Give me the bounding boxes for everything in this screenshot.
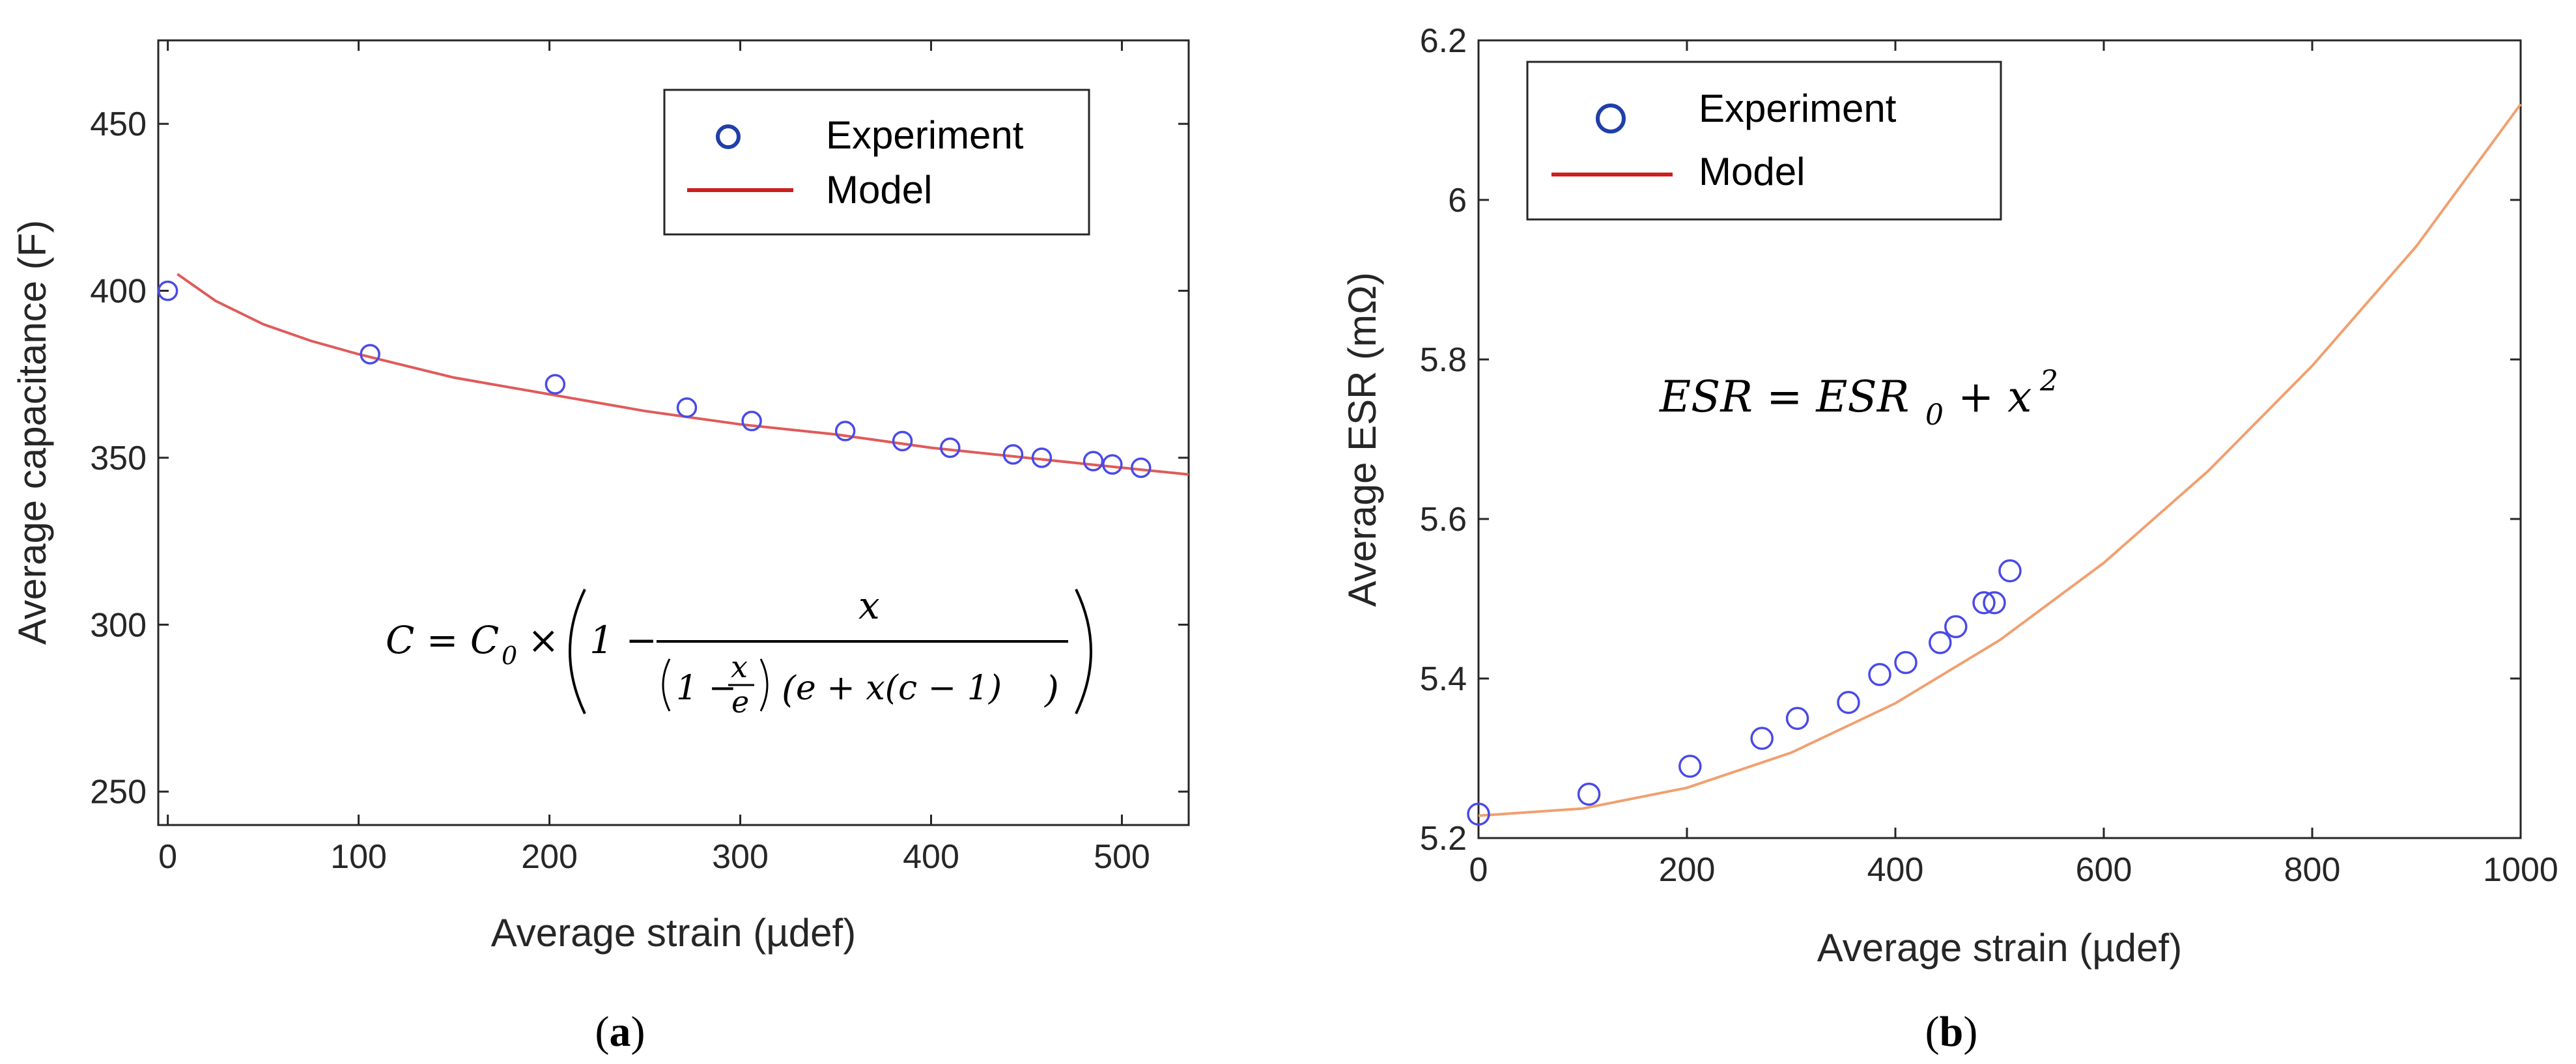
x-tick-label: 0	[158, 838, 177, 876]
x-tick-label: 0	[1469, 851, 1488, 889]
experiment-point	[1031, 447, 1053, 468]
y-tick-label: 6	[1448, 182, 1467, 219]
experiment-point	[1785, 707, 1809, 730]
eq-superscript: 2	[2039, 365, 2058, 398]
experiment-point	[834, 421, 856, 441]
experiment-point	[1467, 802, 1490, 826]
model-curve	[1478, 103, 2522, 817]
eq-lhs: C = C	[386, 618, 499, 662]
eq-right-paren	[1075, 589, 1092, 714]
panel-a-x-axis-label: Average strain (µdef)	[491, 911, 856, 955]
eq-rhs: + x	[1958, 372, 2032, 422]
experiment-point	[1998, 559, 2022, 583]
x-tick-label: 300	[712, 838, 769, 876]
eq-subscript: 0	[1925, 399, 1944, 432]
experiment-point	[1972, 591, 1996, 615]
eq-lhs: ESR = ESR	[1659, 372, 1909, 422]
legend-experiment-marker	[1596, 104, 1626, 133]
eq-left-paren	[569, 589, 586, 714]
experiment-point	[157, 280, 178, 301]
panel-b-legend: Experiment Model	[1526, 61, 2002, 221]
panel-a-equation: C = C 0 × 1 − x 1 − x e ( e + x(c − 1) )	[386, 583, 1092, 720]
y-tick-label: 5.2	[1420, 820, 1467, 858]
panel-b-chart: 0 200 400 600 800 1000 5.2 5.4 5.6 5.8 6 6.2 Experi…	[1340, 22, 2558, 1056]
panel-a-legend: Experiment Model	[663, 89, 1090, 236]
x-tick-label: 100	[330, 838, 387, 876]
eq-subscript: 0	[502, 641, 517, 670]
x-tick-label: 400	[1867, 851, 1924, 889]
eq-den-frac-num: x	[731, 649, 748, 684]
x-tick-label: 400	[903, 838, 959, 876]
eq-times: ×	[528, 618, 559, 662]
y-tick-label: 350	[90, 440, 147, 477]
y-tick-label: 250	[90, 774, 147, 811]
panel-a-axes: 0 100 200 300 400 500 250 300 350 400 450	[90, 40, 1189, 876]
eq-numerator: x	[858, 583, 880, 628]
experiment-point	[1102, 454, 1123, 475]
experiment-point	[545, 374, 566, 395]
panel-a-caption: (a)	[595, 1008, 645, 1056]
experiment-point	[1002, 444, 1024, 465]
panel-a-experiment-series	[157, 280, 1152, 479]
panel-a-model-series	[177, 273, 1189, 476]
legend-experiment-label: Experiment	[1699, 87, 1897, 130]
experiment-point	[676, 397, 698, 418]
experiment-point	[1868, 663, 1891, 686]
eq-one-minus: 1 −	[589, 618, 657, 662]
experiment-point	[1837, 691, 1860, 714]
experiment-point	[1131, 457, 1152, 479]
experiment-point	[1678, 755, 1702, 778]
experiment-point	[892, 430, 913, 452]
x-tick-label: 600	[2076, 851, 2132, 889]
x-tick-label: 500	[1094, 838, 1150, 876]
panel-a-y-axis-label: Average capacitance (F)	[10, 220, 54, 645]
y-tick-label: 450	[90, 105, 147, 143]
y-tick-label: 5.6	[1420, 501, 1467, 539]
panel-b-axes: 0 200 400 600 800 1000 5.2 5.4 5.6 5.8 6 6.2	[1420, 22, 2558, 889]
experiment-point	[1083, 451, 1104, 471]
panel-b-y-axis-label: Average ESR (mΩ)	[1340, 272, 1384, 607]
legend-experiment-label: Experiment	[826, 113, 1024, 157]
y-tick-label: 6.2	[1420, 22, 1467, 60]
experiment-point	[1983, 591, 2006, 615]
panel-a-chart: 0 100 200 300 400 500 250 300 350 400 450 Experime…	[10, 39, 1190, 1056]
x-tick-label: 200	[521, 838, 578, 876]
y-tick-label: 300	[90, 606, 147, 644]
panel-b-experiment-series	[1467, 559, 2022, 826]
eq-den-paren-close	[759, 658, 769, 712]
experiment-point	[360, 344, 380, 365]
model-curve	[177, 273, 1189, 476]
experiment-point	[1894, 651, 1918, 675]
eq-den-frac-den: e	[731, 684, 749, 720]
experiment-point	[741, 410, 762, 432]
panel-b-caption: (b)	[1925, 1008, 1978, 1056]
eq-den-close2: )	[1044, 669, 1059, 711]
legend-model-label: Model	[826, 168, 932, 212]
experiment-point	[1750, 727, 1774, 750]
panel-a-legend-box	[663, 89, 1090, 236]
legend-model-label: Model	[1699, 150, 1805, 193]
y-tick-label: 5.8	[1420, 341, 1467, 379]
x-tick-label: 200	[1659, 851, 1716, 889]
eq-den-rest: e + x(c − 1)	[796, 669, 1002, 708]
x-tick-label: 1000	[2483, 851, 2558, 889]
y-tick-label: 5.4	[1420, 660, 1467, 698]
experiment-point	[940, 437, 961, 458]
panel-b-x-axis-label: Average strain (µdef)	[1817, 926, 2182, 970]
legend-experiment-marker	[716, 124, 741, 149]
x-tick-label: 800	[2284, 851, 2341, 889]
experiment-point	[1944, 615, 1968, 639]
eq-den-paren-open	[662, 658, 671, 712]
y-tick-label: 400	[90, 273, 147, 311]
eq-den-open2: (	[782, 669, 797, 711]
eq-den-one-minus: 1 −	[676, 669, 737, 708]
panel-b-legend-box	[1526, 61, 2002, 221]
panel-b-equation: ESR = ESR 0 + x 2	[1659, 365, 2058, 432]
experiment-point	[1577, 782, 1601, 806]
experiment-point	[1929, 631, 1952, 654]
panel-b-model-series	[1478, 103, 2522, 817]
